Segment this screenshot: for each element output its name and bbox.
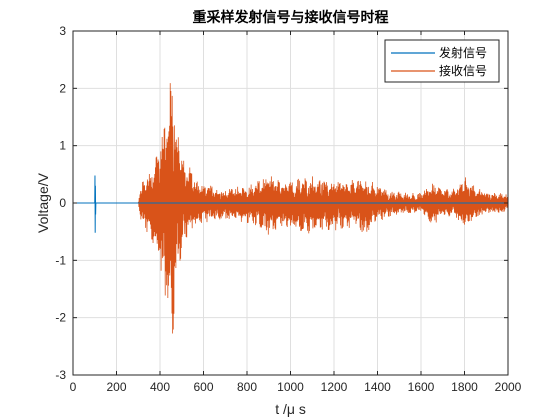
legend: 发射信号 接收信号 [384,39,500,83]
y-axis-label: Voltage/V [35,172,51,233]
legend-label-transmit: 发射信号 [439,45,487,60]
x-tick-label: 1000 [277,380,304,394]
y-tick-label: -3 [55,368,66,382]
x-tick-label: 1600 [408,380,435,394]
chart-title: 重采样发射信号与接收信号时程 [193,9,389,26]
x-tick-label: 0 [70,380,77,394]
x-tick-label: 400 [150,380,170,394]
y-tick-label: 2 [59,81,66,95]
x-axis-label: t /μ s [275,401,306,417]
legend-box [384,39,500,83]
x-tick-label: 600 [193,380,213,394]
x-tick-label: 1800 [451,380,478,394]
y-tick-label: 0 [59,196,66,210]
series-line-transmit [73,175,508,233]
x-tick-label: 800 [237,380,257,394]
series-line-receive [73,83,509,334]
y-tick-label: -2 [55,311,66,325]
x-tick-label: 200 [106,380,126,394]
x-tick-label: 1200 [321,380,348,394]
y-tick-label: -1 [55,253,66,267]
y-tick-label: 1 [59,139,66,153]
x-tick-label: 1400 [364,380,391,394]
legend-label-receive: 接收信号 [439,63,487,78]
series-layer [73,83,509,334]
y-tick-label: 3 [59,24,66,38]
x-tick-label: 2000 [495,380,522,394]
ticks: 0 200 400 600 800 1000 1200 1400 1600 1800 2000 -3 -… [55,24,521,394]
